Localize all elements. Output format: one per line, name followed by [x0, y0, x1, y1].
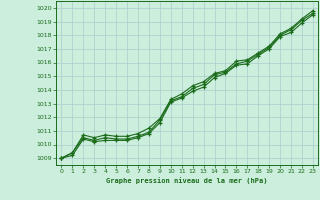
X-axis label: Graphe pression niveau de la mer (hPa): Graphe pression niveau de la mer (hPa) — [107, 177, 268, 184]
